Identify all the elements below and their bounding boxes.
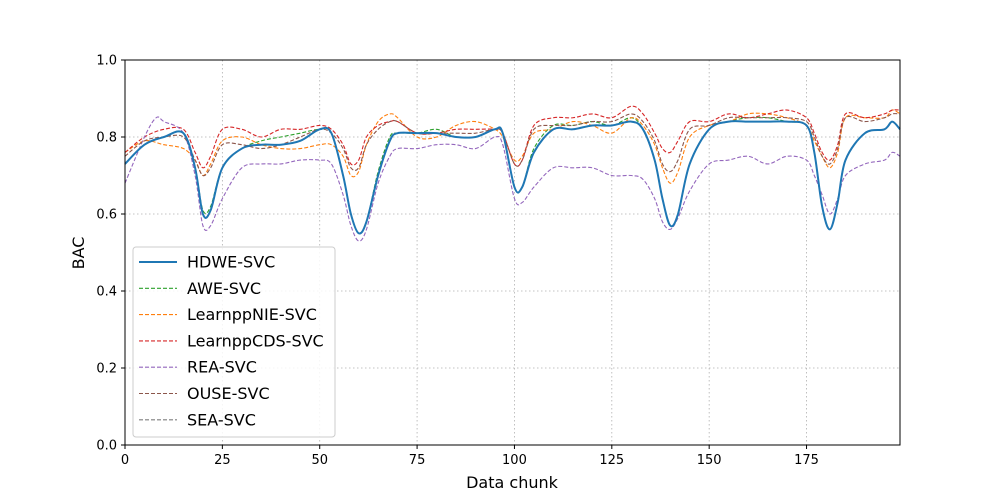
y-tick-label: 0.2 — [96, 362, 117, 377]
x-axis-ticks: 0 25 50 75 100 125 150 175 — [121, 445, 819, 468]
legend-label-sea-svc: SEA-SVC — [187, 410, 256, 429]
x-tick-label: 150 — [697, 453, 722, 468]
legend-label-ouse-svc: OUSE-SVC — [187, 384, 270, 403]
legend-label-learnppnie-svc: LearnppNIE-SVC — [187, 305, 317, 324]
series-line-rea-svc — [124, 116, 901, 242]
x-axis-label: Data chunk — [466, 473, 559, 492]
x-tick-label: 25 — [214, 453, 231, 468]
legend-label-awe-svc: AWE-SVC — [187, 279, 261, 298]
x-tick-label: 75 — [409, 453, 426, 468]
legend-label-learnppcds-svc: LearnppCDS-SVC — [187, 331, 324, 350]
series-line-hdwe-svc — [124, 120, 901, 235]
y-tick-label: 0.4 — [96, 285, 117, 300]
y-axis-label: BAC — [69, 237, 88, 270]
y-axis-ticks: 0.0 0.2 0.4 0.6 0.8 1.0 — [96, 54, 125, 454]
legend-box — [132, 246, 336, 438]
legend-label-rea-svc: REA-SVC — [187, 358, 257, 377]
series-line-ouse-svc — [124, 113, 901, 177]
y-tick-label: 1.0 — [96, 54, 117, 69]
y-tick-label: 0.0 — [96, 439, 117, 454]
y-tick-label: 0.6 — [96, 208, 117, 223]
x-tick-label: 125 — [599, 453, 624, 468]
y-tick-label: 0.8 — [96, 131, 117, 146]
plot-frame — [124, 59, 901, 446]
x-tick-label: 175 — [794, 453, 819, 468]
legend: HDWE-SVC AWE-SVC LearnppNIE-SVC LearnppCDS-… — [132, 246, 336, 438]
x-tick-label: 50 — [311, 453, 328, 468]
x-tick-label: 100 — [502, 453, 527, 468]
series-lines — [124, 105, 901, 242]
x-tick-label: 0 — [121, 453, 129, 468]
legend-label-hdwe-svc: HDWE-SVC — [187, 253, 275, 272]
